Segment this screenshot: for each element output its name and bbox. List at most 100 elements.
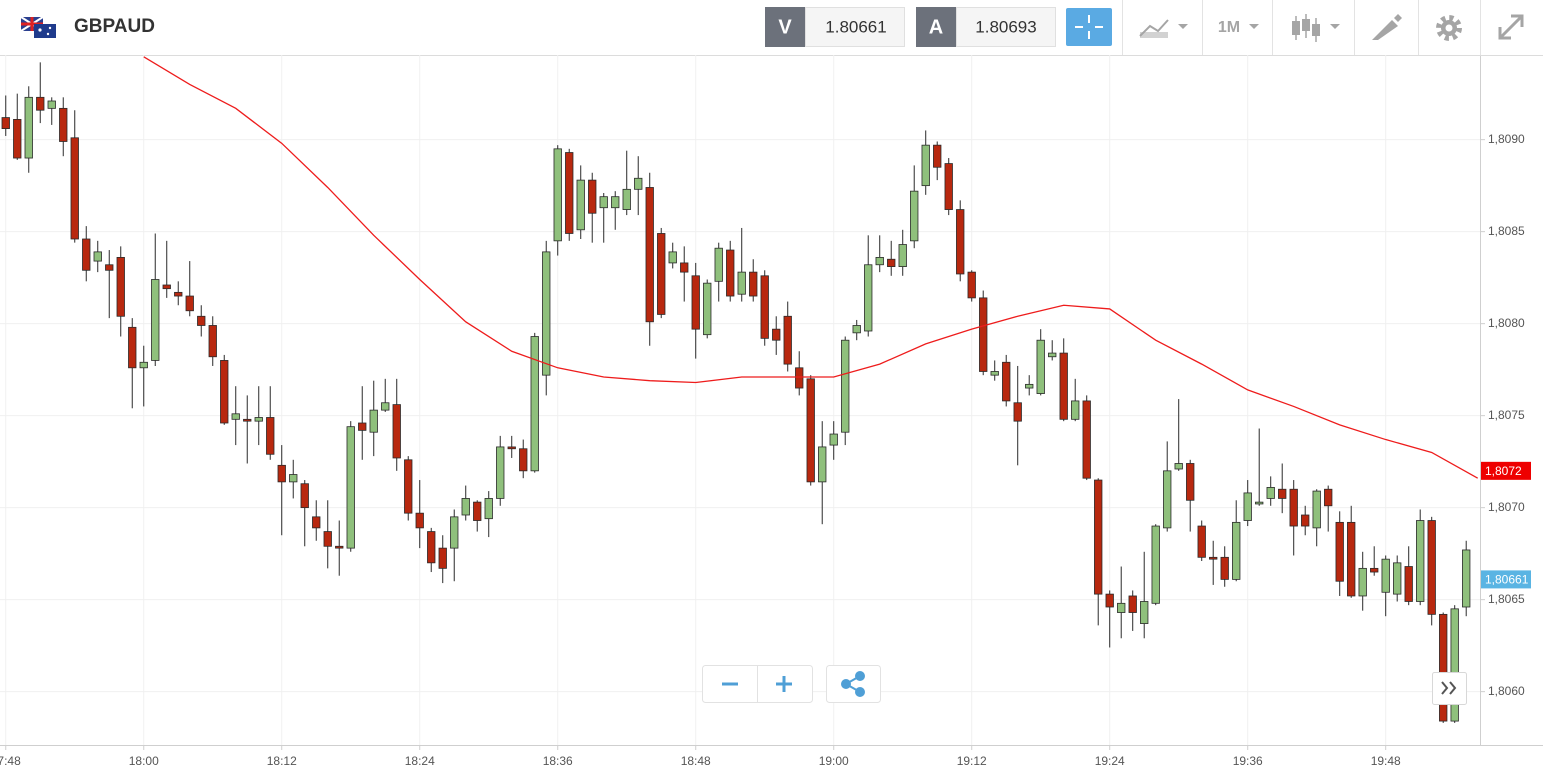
candle-body: [611, 196, 620, 209]
candle-body: [1266, 486, 1275, 499]
ask-box[interactable]: A 1.80693: [916, 7, 1056, 47]
zoom-controls: [702, 665, 881, 703]
symbol: GBPAUD: [74, 16, 155, 37]
candle-body: [1370, 567, 1379, 573]
x-tick-label: 19:12: [957, 754, 987, 768]
y-tick-label: 1,8070: [1488, 500, 1525, 514]
price-marker-label: 1,80661: [1485, 573, 1529, 587]
candle-body: [565, 152, 574, 234]
share-button[interactable]: [841, 671, 865, 697]
candle-body: [714, 247, 723, 282]
candle-body: [323, 531, 332, 547]
drawing-tools-button[interactable]: [1372, 14, 1402, 40]
candle-body: [1427, 520, 1436, 615]
candle-body: [1393, 562, 1402, 595]
y-tick-label: 1,8060: [1488, 684, 1525, 698]
x-tick-label: 18:36: [543, 754, 573, 768]
candle-body: [967, 271, 976, 299]
interval-button[interactable]: 1M: [1218, 19, 1259, 36]
candle-body: [1347, 521, 1356, 597]
candle-body: [358, 422, 367, 431]
zoom-in-button[interactable]: [776, 676, 792, 692]
candle-body: [898, 244, 907, 268]
candle-body: [921, 144, 930, 187]
candle-body: [82, 238, 91, 271]
candle-body: [197, 315, 206, 326]
candle-body: [622, 188, 631, 210]
candle-body: [887, 258, 896, 267]
candle-body: [852, 325, 861, 334]
scroll-to-end-button[interactable]: [1432, 672, 1467, 705]
candle-body: [404, 459, 413, 514]
candle-body: [484, 498, 493, 520]
ask-label: A: [929, 16, 943, 38]
candle-body: [1243, 492, 1252, 521]
crosshair-button[interactable]: [1066, 8, 1112, 46]
bid-label-box: [765, 7, 805, 47]
candle-body: [726, 249, 735, 297]
candle-body: [116, 256, 125, 317]
fullscreen-button[interactable]: [1498, 14, 1524, 40]
bid-box[interactable]: V 1.80661: [765, 7, 905, 47]
candle-body: [461, 498, 470, 516]
candle-body: [1289, 488, 1298, 527]
y-tick-label: 1,8065: [1488, 592, 1525, 606]
candle-body: [1255, 501, 1264, 505]
candle-body: [1209, 556, 1218, 560]
candle-body: [1002, 361, 1011, 402]
candle-body: [1312, 490, 1321, 529]
candle-body: [1025, 383, 1034, 389]
flag-icon: [20, 16, 56, 38]
moving-average-line: [143, 56, 1479, 479]
candle-body: [519, 448, 528, 472]
candle-body: [93, 251, 102, 262]
candle-body: [1301, 514, 1310, 527]
candle-body: [243, 418, 252, 422]
candle-body: [910, 190, 919, 242]
candle-body: [933, 144, 942, 168]
candle-body: [588, 179, 597, 214]
candle-body: [1163, 470, 1172, 529]
x-tick-label: 19:24: [1095, 754, 1125, 768]
candle-body: [1128, 595, 1137, 613]
candle-body: [1105, 593, 1114, 608]
y-tick-label: 1,8085: [1488, 224, 1525, 238]
candle-body: [289, 474, 298, 483]
candle-body: [634, 177, 643, 190]
interval: 1M: [1218, 19, 1240, 36]
settings-button[interactable]: [1436, 15, 1462, 41]
candle-body: [576, 179, 585, 231]
candle-body: [266, 417, 275, 455]
candle-body: [1358, 567, 1367, 597]
candle-body: [737, 271, 746, 295]
candle-body: [24, 96, 33, 159]
candle-body: [1071, 400, 1080, 420]
x-tick-label: 18:48: [681, 754, 711, 768]
x-tick-label: 19:00: [819, 754, 849, 768]
x-tick-label: 18:00: [129, 754, 159, 768]
candle-body: [13, 119, 22, 159]
candle-body: [956, 209, 965, 275]
candle-body: [749, 271, 758, 297]
candle-body: [59, 107, 68, 142]
candle-body: [174, 291, 183, 297]
candle-body: [668, 251, 677, 264]
candle-body: [346, 426, 355, 549]
candle-body: [277, 464, 286, 483]
plot-area: [1, 56, 1479, 723]
x-tick-label: 19:48: [1371, 754, 1401, 768]
candle-body: [783, 315, 792, 365]
candle-style-button[interactable]: [1292, 14, 1340, 42]
candle-body: [1082, 400, 1091, 479]
candle-body: [1094, 479, 1103, 595]
candle-body: [369, 409, 378, 433]
toolbar-separators: [1122, 0, 1481, 55]
candle-body: [806, 378, 815, 483]
grid: [0, 55, 1480, 745]
candle-body: [703, 282, 712, 336]
chart-type-button[interactable]: [1139, 19, 1188, 38]
candle-body: [1404, 566, 1413, 602]
candle-body: [335, 545, 344, 549]
